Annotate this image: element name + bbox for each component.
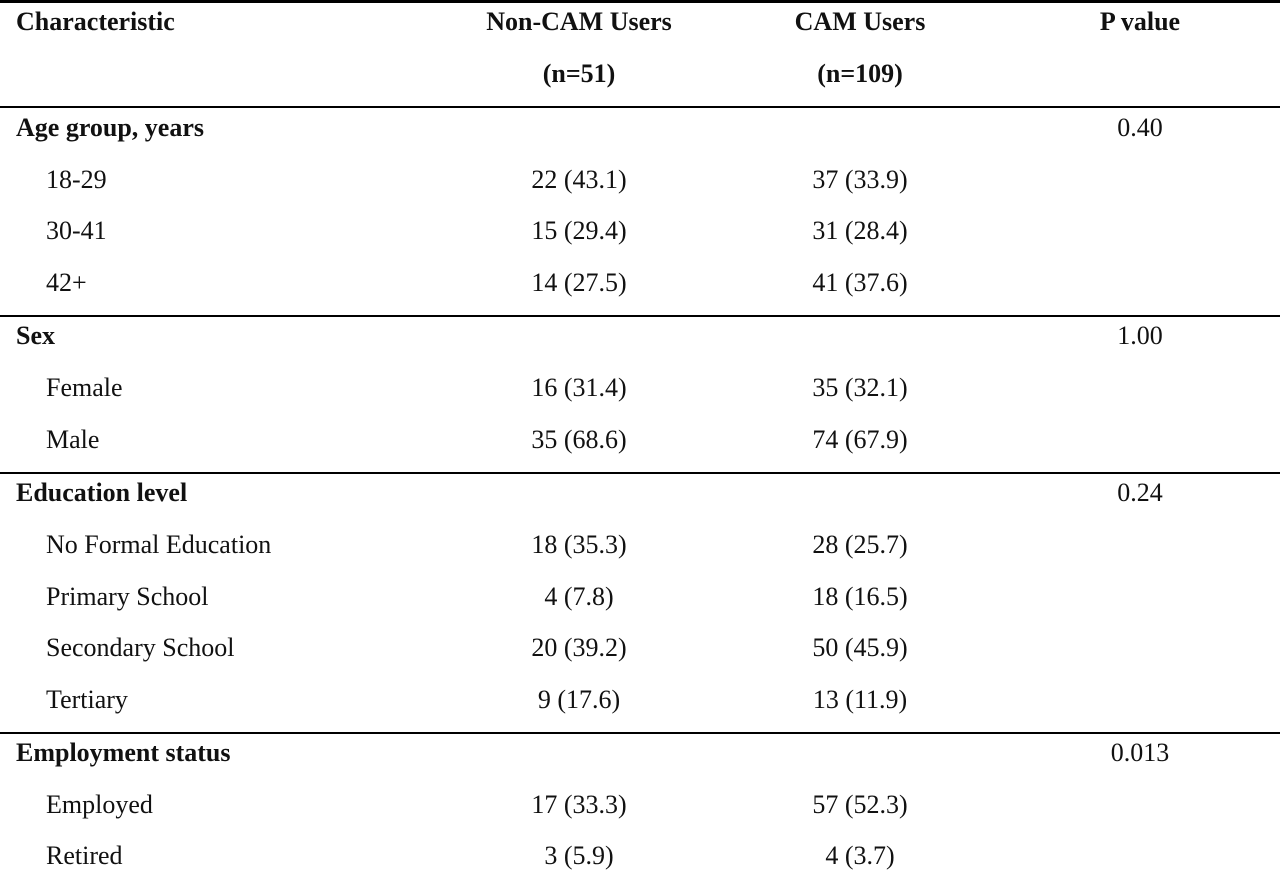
row-non-cam-value: 14 (27.5) <box>531 268 627 297</box>
section-divider <box>0 732 1280 734</box>
row-label: 30-41 <box>46 216 107 245</box>
row-non-cam-value: 18 (35.3) <box>531 530 627 559</box>
row-label: Male <box>46 425 100 454</box>
row-non-cam-value: 15 (29.4) <box>531 216 627 245</box>
row-non-cam-value: 20 (39.2) <box>531 633 627 662</box>
p-value-employment-status: 0.013 <box>1110 738 1170 767</box>
section-title-sex: Sex <box>16 321 55 350</box>
row-label: Employed <box>46 790 153 819</box>
p-value-age-group: 0.40 <box>1117 113 1163 142</box>
row-non-cam-value: 4 (7.8) <box>544 582 614 611</box>
row-label: Primary School <box>46 582 209 611</box>
row-cam-value: 18 (16.5) <box>812 582 908 611</box>
header-non-cam-n: (n=51) <box>542 59 616 88</box>
row-cam-value: 57 (52.3) <box>812 790 908 819</box>
section-title-age-group: Age group, years <box>16 113 205 142</box>
p-value-education-level: 0.24 <box>1117 478 1163 507</box>
header-p-value: P value <box>1099 7 1181 36</box>
section-title-education-level: Education level <box>16 478 188 507</box>
row-cam-value: 74 (67.9) <box>812 425 908 454</box>
section-title-employment-status: Employment status <box>16 738 231 767</box>
header-bottom-rule <box>0 106 1280 108</box>
row-cam-value: 50 (45.9) <box>812 633 908 662</box>
row-non-cam-value: 17 (33.3) <box>531 790 627 819</box>
header-characteristic: Characteristic <box>16 7 175 36</box>
row-cam-value: 4 (3.7) <box>825 841 895 870</box>
row-label: Female <box>46 373 123 402</box>
p-value-sex: 1.00 <box>1117 321 1163 350</box>
row-label: 42+ <box>46 268 87 297</box>
row-non-cam-value: 35 (68.6) <box>531 425 627 454</box>
row-label: 18-29 <box>46 165 107 194</box>
row-non-cam-value: 22 (43.1) <box>531 165 627 194</box>
row-cam-value: 37 (33.9) <box>812 165 908 194</box>
row-label: Secondary School <box>46 633 235 662</box>
header-non-cam-users: Non-CAM Users <box>486 7 672 36</box>
row-cam-value: 41 (37.6) <box>812 268 908 297</box>
row-label: No Formal Education <box>46 530 272 559</box>
header-cam-n: (n=109) <box>817 59 903 88</box>
table-top-rule <box>0 0 1280 3</box>
row-non-cam-value: 16 (31.4) <box>531 373 627 402</box>
row-label: Retired <box>46 841 123 870</box>
row-cam-value: 28 (25.7) <box>812 530 908 559</box>
row-label: Tertiary <box>46 685 128 714</box>
row-non-cam-value: 3 (5.9) <box>544 841 614 870</box>
row-non-cam-value: 9 (17.6) <box>537 685 621 714</box>
row-cam-value: 35 (32.1) <box>812 373 908 402</box>
row-cam-value: 13 (11.9) <box>812 685 908 714</box>
row-cam-value: 31 (28.4) <box>812 216 908 245</box>
header-cam-users: CAM Users <box>794 7 926 36</box>
section-divider <box>0 315 1280 317</box>
section-divider <box>0 472 1280 474</box>
